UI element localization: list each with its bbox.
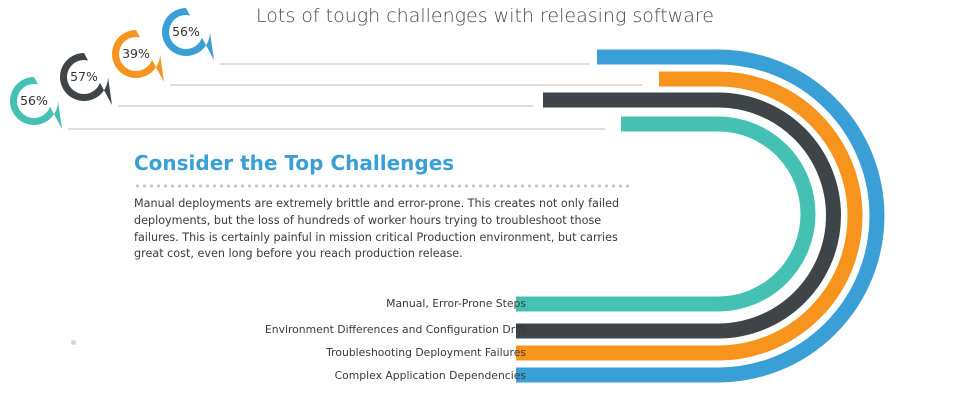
pin-label-manual-steps: 56% xyxy=(20,93,48,108)
pin-troubleshooting xyxy=(112,30,164,82)
section-body: Manual deployments are extremely brittle… xyxy=(134,197,620,261)
pin-label-troubleshooting: 39% xyxy=(122,46,150,61)
band-environment-drift xyxy=(516,92,841,339)
pin-complex-dependencies xyxy=(162,8,214,60)
label-complex-dependencies: Complex Application Dependencies xyxy=(334,369,526,382)
decorative-dot xyxy=(71,340,76,345)
page-title: Lots of tough challenges with releasing … xyxy=(256,5,714,27)
label-environment-drift: Environment Differences and Configuratio… xyxy=(264,323,526,336)
section-heading: Consider the Top Challenges xyxy=(134,151,455,175)
dotted-divider xyxy=(134,184,632,188)
pin-manual-steps xyxy=(10,77,62,129)
label-troubleshooting: Troubleshooting Deployment Failures xyxy=(326,346,526,359)
pin-environment-drift xyxy=(60,53,112,105)
band-complex-dependencies xyxy=(516,49,885,383)
band-manual-steps xyxy=(516,116,816,312)
band-troubleshooting xyxy=(516,71,863,361)
label-manual-steps: Manual, Error-Prone Steps xyxy=(386,297,526,310)
pin-label-complex-dependencies: 56% xyxy=(172,24,200,39)
pin-label-environment-drift: 57% xyxy=(70,69,98,84)
